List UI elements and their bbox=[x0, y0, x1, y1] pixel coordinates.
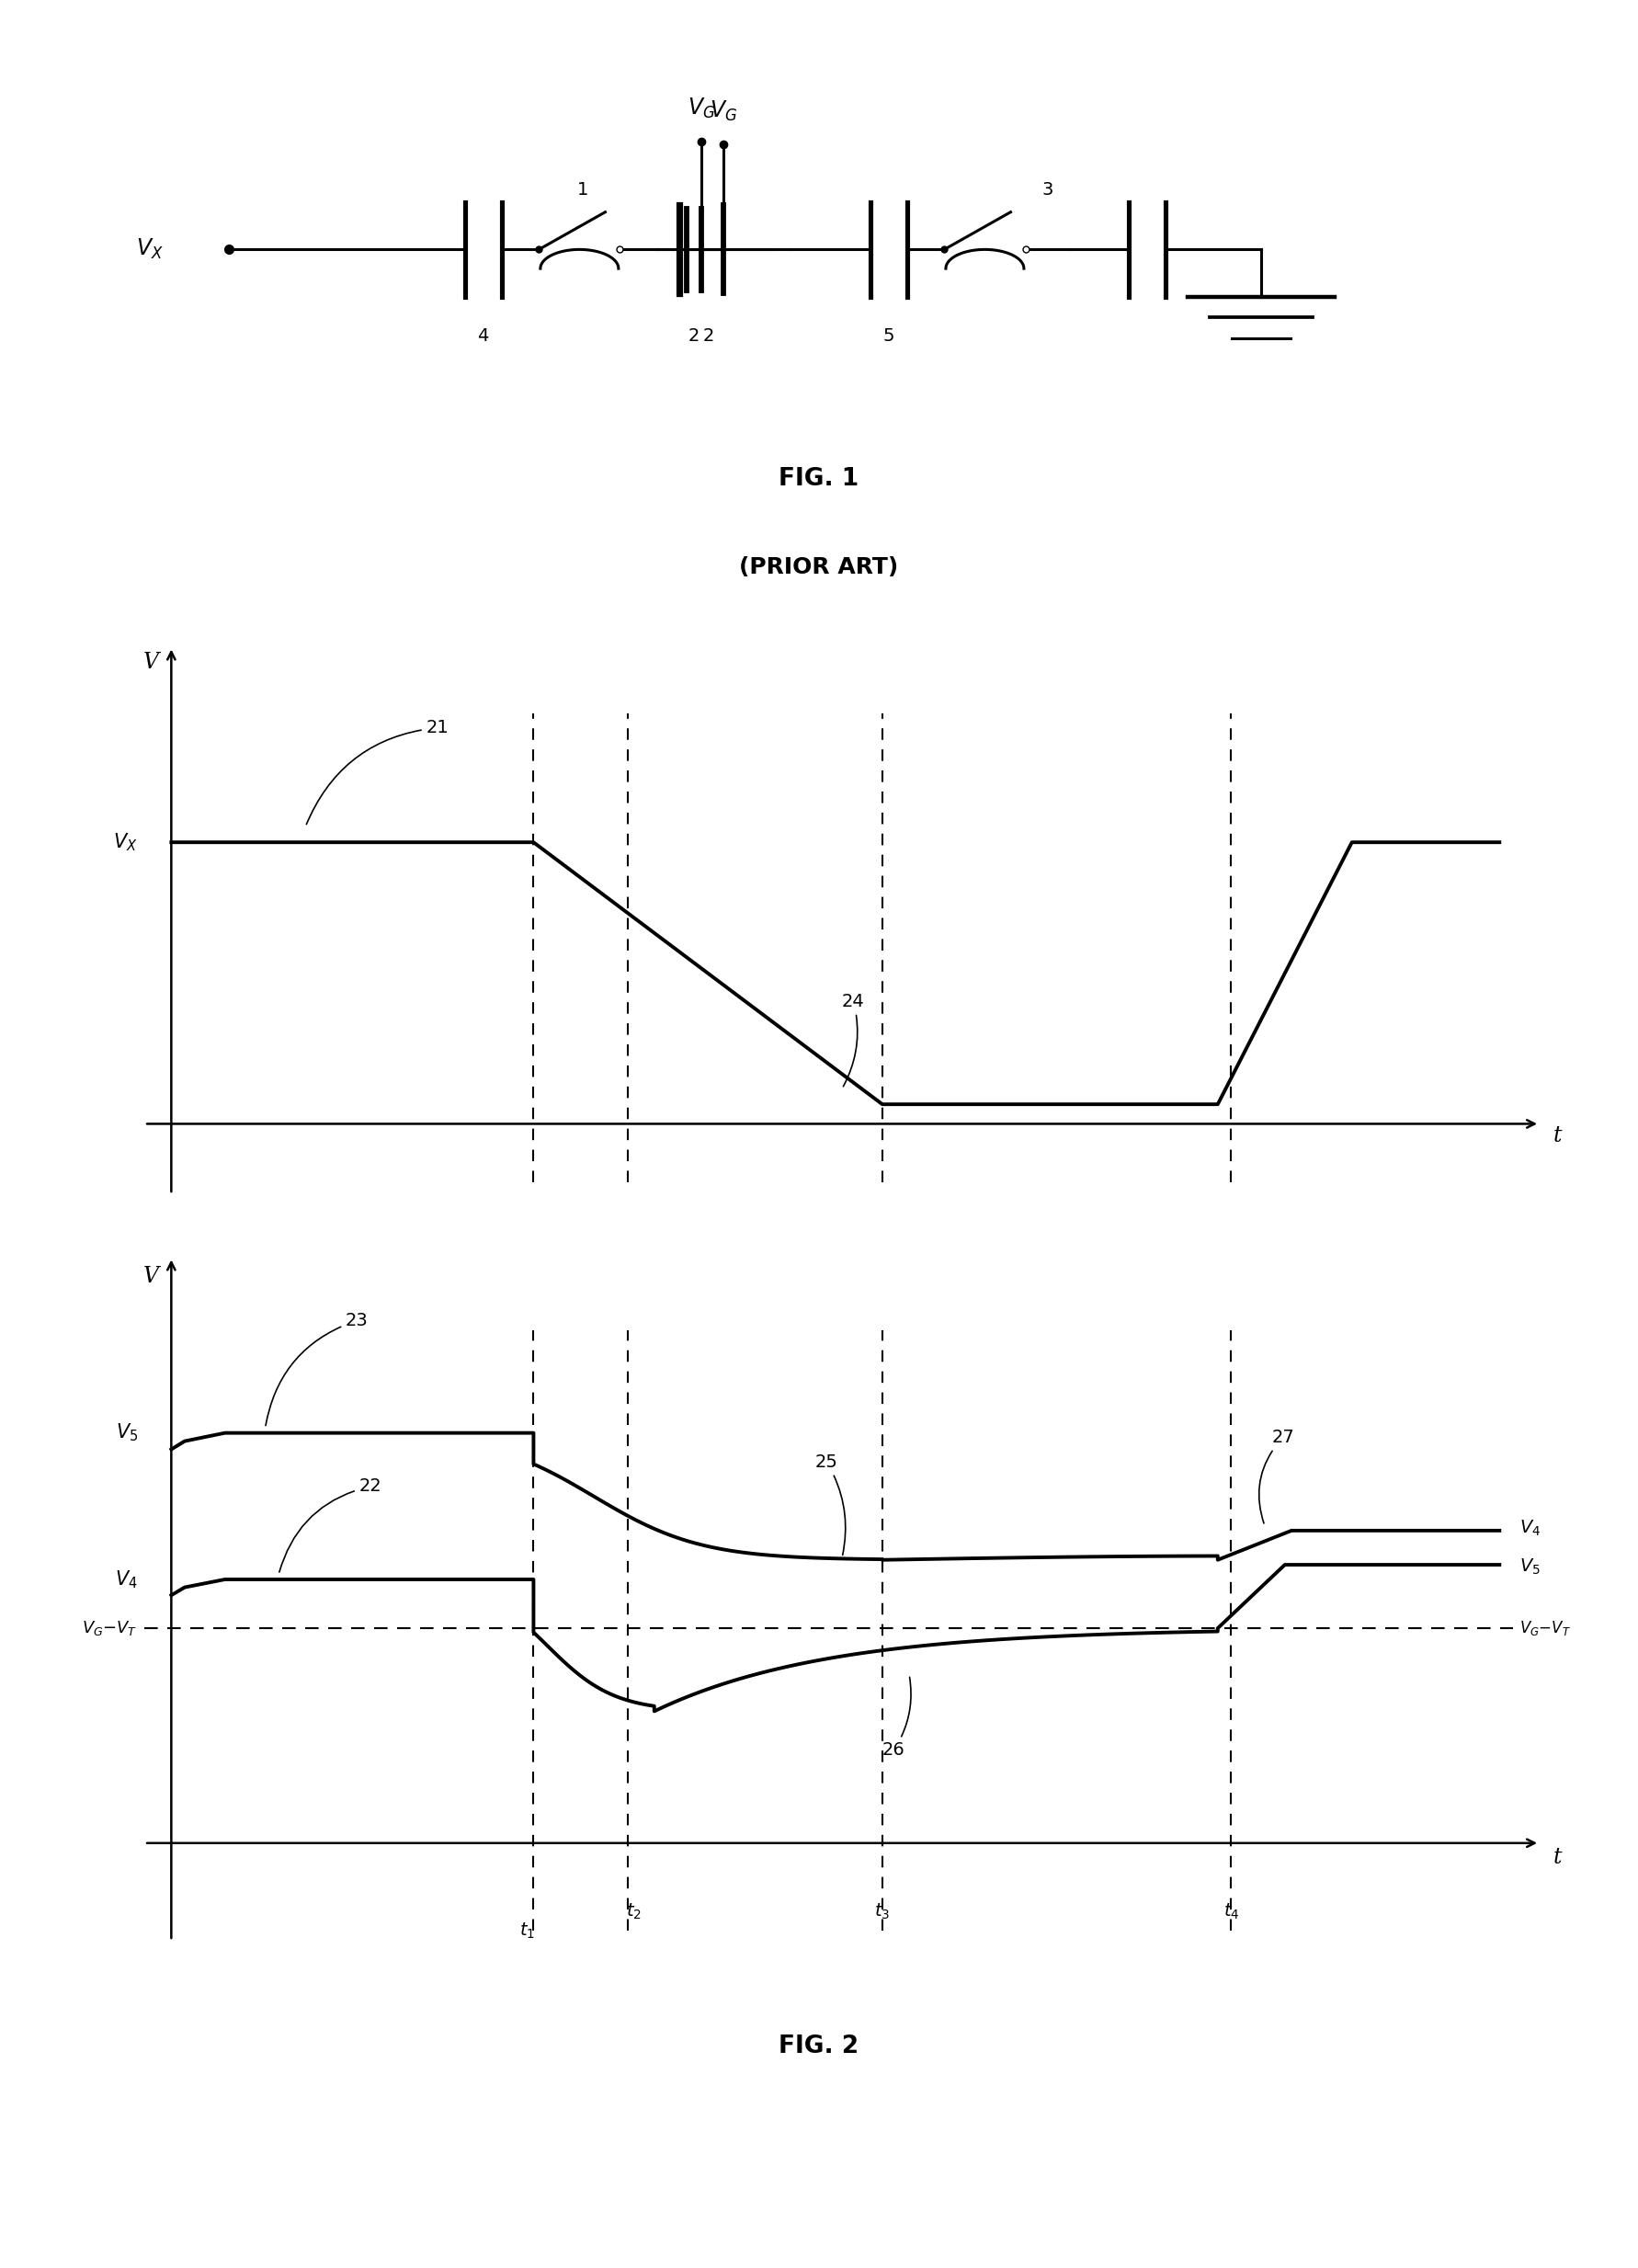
Text: 4: 4 bbox=[477, 327, 488, 345]
Text: 2: 2 bbox=[703, 327, 714, 345]
Text: $t_2$: $t_2$ bbox=[626, 1901, 642, 1921]
Text: $V_4$: $V_4$ bbox=[115, 1569, 138, 1590]
Text: $t_1$: $t_1$ bbox=[519, 1921, 534, 1941]
Text: $V_5$: $V_5$ bbox=[1520, 1558, 1541, 1576]
Text: V: V bbox=[144, 1266, 159, 1288]
Text: V: V bbox=[144, 651, 159, 674]
Text: FIG. 1: FIG. 1 bbox=[780, 467, 858, 492]
Text: 21: 21 bbox=[306, 719, 449, 823]
Text: 24: 24 bbox=[842, 993, 865, 1086]
Text: $V_G$: $V_G$ bbox=[709, 100, 737, 125]
Text: 22: 22 bbox=[280, 1479, 382, 1572]
Text: $V_G$$-$$V_T$: $V_G$$-$$V_T$ bbox=[1520, 1619, 1571, 1637]
Text: $V_4$: $V_4$ bbox=[1520, 1517, 1541, 1538]
Text: 27: 27 bbox=[1260, 1429, 1294, 1524]
Text: $V_5$: $V_5$ bbox=[115, 1422, 138, 1445]
Text: t: t bbox=[1553, 1125, 1563, 1145]
Text: $V_X$: $V_X$ bbox=[136, 238, 164, 261]
Text: 23: 23 bbox=[265, 1311, 369, 1427]
Text: 2: 2 bbox=[688, 327, 699, 345]
Text: t: t bbox=[1553, 1846, 1563, 1869]
Text: $t_4$: $t_4$ bbox=[1224, 1901, 1240, 1921]
Text: 1: 1 bbox=[578, 181, 588, 200]
Text: $V_G$$-$$V_T$: $V_G$$-$$V_T$ bbox=[82, 1619, 138, 1637]
Text: FIG. 2: FIG. 2 bbox=[780, 2034, 858, 2059]
Text: $V_G$: $V_G$ bbox=[688, 95, 714, 120]
Text: $V_X$: $V_X$ bbox=[113, 832, 138, 853]
Text: $t_3$: $t_3$ bbox=[875, 1901, 889, 1921]
Text: 26: 26 bbox=[883, 1676, 911, 1760]
Text: 3: 3 bbox=[1042, 181, 1053, 200]
Text: 5: 5 bbox=[883, 327, 894, 345]
Text: 25: 25 bbox=[816, 1454, 845, 1556]
Text: (PRIOR ART): (PRIOR ART) bbox=[739, 556, 899, 578]
